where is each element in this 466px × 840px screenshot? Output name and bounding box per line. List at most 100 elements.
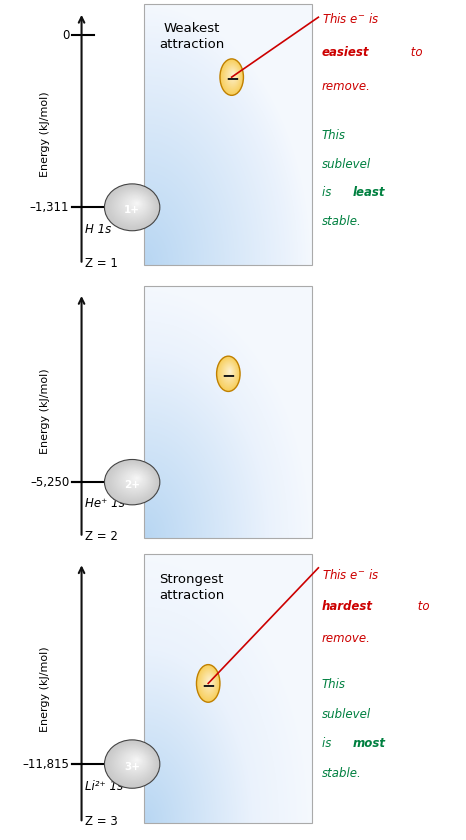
Text: most: most — [353, 738, 386, 750]
Circle shape — [110, 463, 156, 501]
Circle shape — [125, 197, 145, 213]
Circle shape — [120, 193, 149, 218]
Circle shape — [116, 747, 151, 778]
Circle shape — [116, 466, 151, 496]
Circle shape — [115, 190, 152, 222]
Circle shape — [104, 740, 160, 788]
Text: remove.: remove. — [322, 633, 370, 645]
Circle shape — [114, 745, 153, 780]
Circle shape — [110, 743, 156, 784]
Circle shape — [117, 748, 151, 777]
Text: sublevel: sublevel — [322, 158, 370, 171]
Circle shape — [122, 194, 148, 217]
Circle shape — [109, 462, 157, 501]
Circle shape — [109, 743, 157, 785]
Circle shape — [124, 196, 146, 214]
Text: is: is — [322, 738, 335, 750]
Circle shape — [133, 758, 140, 763]
Circle shape — [127, 753, 144, 769]
Circle shape — [115, 746, 152, 780]
Circle shape — [133, 475, 140, 481]
Text: He⁺ 1s: He⁺ 1s — [85, 497, 124, 510]
Text: stable.: stable. — [322, 215, 361, 228]
Circle shape — [136, 202, 138, 204]
Text: Energy (kJ/mol): Energy (kJ/mol) — [40, 646, 50, 732]
Circle shape — [106, 460, 159, 504]
Text: –11,815: –11,815 — [22, 758, 69, 770]
Circle shape — [107, 742, 158, 786]
Text: Z = 3: Z = 3 — [85, 815, 117, 828]
Circle shape — [124, 470, 146, 489]
Circle shape — [117, 192, 151, 220]
Circle shape — [110, 187, 156, 226]
Circle shape — [116, 191, 151, 221]
Circle shape — [107, 186, 158, 228]
Circle shape — [135, 202, 139, 205]
Text: This: This — [322, 678, 346, 691]
Text: hardest: hardest — [322, 600, 372, 613]
Circle shape — [112, 744, 154, 781]
Text: remove.: remove. — [322, 80, 370, 92]
Text: Z = 2: Z = 2 — [85, 530, 117, 543]
Circle shape — [111, 744, 155, 783]
Circle shape — [130, 199, 142, 208]
Circle shape — [125, 471, 145, 488]
Text: –1,311: –1,311 — [30, 201, 69, 214]
Circle shape — [112, 188, 154, 224]
Circle shape — [117, 467, 151, 494]
Text: 1+: 1+ — [124, 205, 140, 215]
Text: stable.: stable. — [322, 767, 361, 780]
Circle shape — [127, 472, 144, 486]
Circle shape — [122, 470, 148, 491]
Text: Z = 1: Z = 1 — [85, 257, 117, 270]
Text: to: to — [414, 600, 430, 613]
Circle shape — [119, 748, 150, 775]
Circle shape — [132, 200, 141, 207]
Circle shape — [106, 741, 159, 787]
Circle shape — [107, 461, 158, 502]
Circle shape — [135, 759, 139, 762]
Text: Energy (kJ/mol): Energy (kJ/mol) — [40, 369, 50, 454]
Circle shape — [136, 759, 138, 761]
Circle shape — [130, 475, 142, 484]
Circle shape — [135, 476, 139, 480]
Circle shape — [130, 756, 142, 765]
Text: This e$^{-}$ is: This e$^{-}$ is — [322, 568, 379, 582]
Circle shape — [128, 754, 144, 768]
Text: sublevel: sublevel — [322, 707, 370, 721]
Circle shape — [115, 465, 152, 496]
Circle shape — [104, 459, 160, 505]
Text: is: is — [322, 186, 335, 199]
Text: This e$^{-}$ is: This e$^{-}$ is — [322, 12, 379, 26]
Text: –5,250: –5,250 — [30, 475, 69, 489]
Text: Li²⁺ 1s: Li²⁺ 1s — [85, 780, 123, 793]
Circle shape — [129, 198, 143, 210]
Text: Energy (kJ/mol): Energy (kJ/mol) — [40, 92, 50, 177]
Text: to: to — [407, 46, 423, 59]
Circle shape — [132, 475, 141, 482]
Circle shape — [136, 477, 138, 479]
Circle shape — [111, 187, 155, 225]
Circle shape — [123, 195, 147, 215]
Circle shape — [129, 755, 143, 767]
Circle shape — [104, 184, 160, 231]
Circle shape — [123, 751, 147, 772]
Circle shape — [109, 186, 157, 228]
Circle shape — [124, 752, 146, 771]
Circle shape — [106, 185, 159, 229]
Text: least: least — [353, 186, 385, 199]
Text: 0: 0 — [62, 29, 69, 42]
Text: 2+: 2+ — [124, 480, 140, 490]
Circle shape — [120, 469, 149, 492]
Circle shape — [123, 470, 147, 490]
Circle shape — [133, 201, 140, 207]
Circle shape — [132, 757, 141, 764]
Circle shape — [111, 463, 155, 500]
Text: 3+: 3+ — [124, 762, 140, 772]
Circle shape — [128, 473, 144, 486]
Circle shape — [129, 474, 143, 485]
Circle shape — [120, 749, 149, 774]
Text: This: This — [322, 129, 346, 142]
Circle shape — [114, 465, 153, 497]
Text: H 1s: H 1s — [85, 223, 111, 236]
